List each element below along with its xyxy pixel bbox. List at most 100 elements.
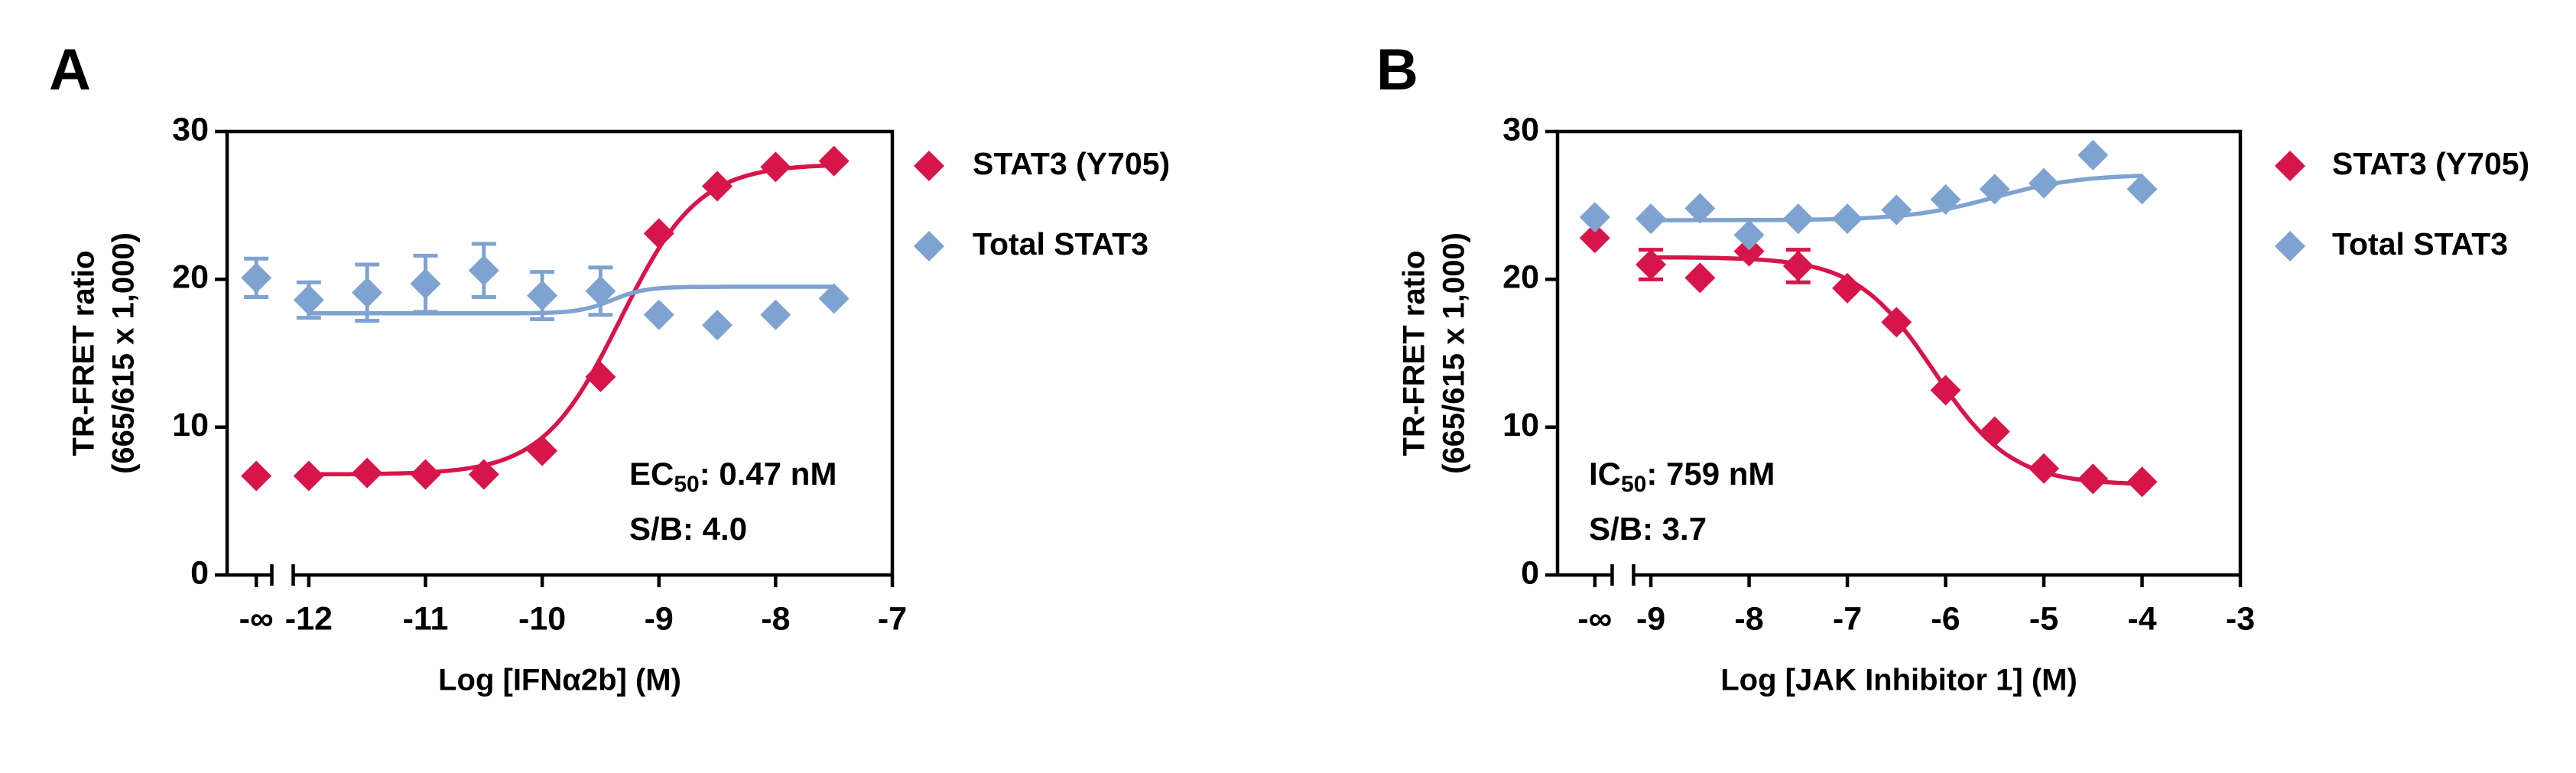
plot-frame [1555, 129, 2243, 575]
y-tick-label: 30 [172, 111, 209, 148]
data-point [2077, 139, 2109, 171]
data-point [702, 171, 733, 202]
x-tick-label: -3 [2226, 600, 2255, 637]
data-point [410, 459, 441, 490]
data-point [1930, 375, 1961, 406]
data-point [818, 283, 849, 314]
x-axis-title: Log [JAK Inhibitor 1] (M) [1720, 664, 2077, 697]
data-point [1979, 174, 2010, 205]
data-point [1733, 235, 1765, 267]
annotation-subscript: 50 [1621, 472, 1646, 497]
data-point [2029, 453, 2060, 484]
data-point [1684, 262, 1716, 294]
x-tick-label: -∞ [239, 600, 274, 637]
x-tick-label: -6 [1931, 600, 1960, 637]
data-point [643, 218, 674, 249]
x-tick-label: -∞ [1577, 600, 1612, 637]
data-point [410, 268, 441, 300]
data-point [1930, 184, 1961, 215]
x-tick-label: -8 [1734, 600, 1763, 637]
data-point [1579, 202, 1610, 233]
y-tick-label: 20 [172, 259, 209, 296]
data-point [527, 435, 558, 466]
y-tick-label: 10 [1502, 407, 1539, 443]
data-point [1881, 307, 1912, 338]
data-point [2029, 167, 2060, 199]
data-point [760, 299, 791, 330]
x-tick-label: -12 [285, 600, 333, 637]
data-point [1832, 272, 1863, 304]
data-point [585, 275, 616, 307]
data-point [352, 457, 383, 489]
legend-marker [914, 231, 944, 261]
data-point [760, 151, 791, 183]
x-axis [227, 564, 892, 586]
data-point [293, 284, 324, 316]
plot-frame [225, 129, 895, 575]
annotation: IC50: 759 nM [1589, 456, 1775, 497]
x-tick-label: -7 [1833, 600, 1862, 637]
annotation-text: IC [1589, 456, 1621, 492]
panel-label: B [1376, 37, 1418, 102]
data-point [241, 262, 272, 294]
legend-label: STAT3 (Y705) [973, 146, 1170, 181]
y-axis-title: TR-FRET ratio [1398, 251, 1431, 456]
data-point [1636, 249, 1667, 280]
legend-label: STAT3 (Y705) [2332, 146, 2529, 181]
data-point [702, 310, 733, 341]
annotation-text: : 0.47 nM [700, 456, 837, 492]
data-point [527, 280, 558, 311]
annotation-text: S/B: 3.7 [1589, 511, 1707, 547]
data-point [585, 361, 616, 392]
data-point [643, 299, 674, 330]
fit-curve [308, 163, 834, 477]
legend-marker [2275, 231, 2305, 261]
y-axis-title: TR-FRET ratio [67, 251, 101, 456]
annotation: S/B: 3.7 [1589, 511, 1707, 547]
x-axis [1558, 564, 2240, 586]
fit-curve [1651, 255, 2142, 486]
data-point [1782, 203, 1814, 235]
x-axis-title: Log [IFNα2b] (M) [438, 664, 681, 697]
y-tick-label: 0 [1521, 554, 1539, 591]
x-tick-label: -10 [518, 600, 566, 637]
data-point [241, 460, 272, 492]
x-tick-label: -7 [878, 600, 907, 637]
annotation-text: : 759 nM [1646, 456, 1775, 492]
legend-label: Total STAT3 [973, 226, 1148, 261]
legend-label: Total STAT3 [2332, 226, 2508, 261]
data-point [1733, 219, 1765, 251]
legend-marker [914, 151, 944, 181]
data-point [1636, 203, 1667, 235]
data-point [468, 459, 499, 490]
x-tick-label: -8 [761, 600, 790, 637]
panel-label: A [49, 37, 91, 102]
annotation: S/B: 4.0 [629, 511, 747, 547]
data-point [1832, 203, 1863, 235]
data-point [1579, 222, 1610, 254]
y-tick-label: 0 [190, 554, 209, 591]
x-tick-label: -9 [645, 600, 674, 637]
data-point [1979, 416, 2010, 447]
x-tick-label: -9 [1636, 600, 1665, 637]
y-axis-title: (665/615 x 1,000) [107, 232, 141, 474]
data-point [352, 277, 383, 308]
x-tick-label: -4 [2127, 600, 2156, 637]
y-axis-title: (665/615 x 1,000) [1437, 232, 1471, 474]
annotation-text: S/B: 4.0 [629, 511, 747, 547]
annotation: EC50: 0.47 nM [629, 456, 836, 497]
y-tick-label: 30 [1502, 111, 1539, 148]
data-point [818, 145, 849, 177]
data-point [1881, 194, 1912, 226]
data-point [1684, 193, 1716, 224]
annotation-subscript: 50 [674, 472, 699, 497]
data-point [468, 255, 499, 286]
data-point [2126, 174, 2158, 205]
y-tick-label: 20 [1502, 259, 1539, 296]
data-point [1782, 250, 1814, 281]
fit-curve [308, 284, 834, 316]
y-tick-label: 10 [172, 407, 209, 443]
data-point [293, 460, 324, 492]
legend-marker [2275, 151, 2305, 181]
